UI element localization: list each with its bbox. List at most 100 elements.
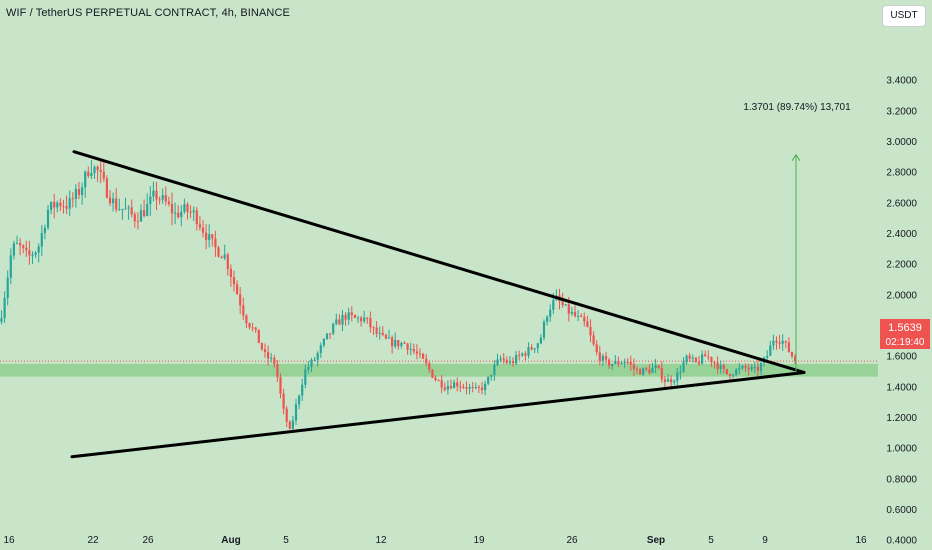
candle-body — [214, 238, 217, 248]
candle-body — [468, 387, 471, 389]
candle-body — [211, 234, 214, 239]
candle-body — [428, 363, 431, 370]
candle-body — [350, 312, 353, 316]
candle-body — [6, 277, 9, 298]
candle-body — [360, 317, 363, 322]
candle-body — [670, 379, 673, 383]
currency-button[interactable]: USDT — [882, 5, 926, 27]
candle-body — [127, 207, 130, 209]
candle-body — [46, 209, 50, 228]
candle-body — [186, 204, 189, 212]
candle-body — [254, 327, 257, 330]
candle-body — [735, 369, 738, 375]
candle-body — [87, 171, 90, 177]
price-tick-label: 3.4000 — [886, 76, 917, 87]
price-tick-label: 2.6000 — [886, 198, 917, 209]
price-tick-label: 2.2000 — [886, 260, 917, 271]
candle-body — [750, 366, 753, 370]
time-tick-label: 9 — [762, 535, 768, 546]
price-tick-label: 0.6000 — [886, 505, 917, 516]
price-tag: 1.5639 02:19:40 — [880, 319, 930, 349]
candle-body — [570, 311, 573, 314]
candle-body — [121, 208, 124, 210]
candle-body — [533, 348, 536, 350]
candle-body — [378, 332, 381, 334]
candle-body — [539, 337, 542, 344]
candle-body — [245, 315, 248, 324]
candle-body — [608, 359, 611, 366]
candle-body — [601, 355, 604, 361]
price-tick-label: 0.4000 — [886, 536, 917, 547]
candles-layer — [0, 158, 797, 433]
candle-body — [484, 383, 487, 391]
time-axis[interactable]: 16 22 26 Aug 5 12 19 26 Sep 5 9 16 — [3, 535, 867, 546]
candle-body — [301, 384, 304, 396]
candle-body — [722, 365, 725, 369]
candle-body — [567, 304, 570, 314]
candle-body — [177, 212, 180, 218]
candle-body — [666, 379, 670, 382]
candle-body — [291, 420, 294, 429]
candle-body — [9, 255, 12, 278]
candle-body — [366, 317, 369, 319]
candle-body — [701, 354, 704, 364]
lower-trendline — [70, 370, 806, 459]
candle-body — [679, 371, 682, 373]
candle-body — [663, 379, 666, 382]
candle-body — [794, 356, 797, 362]
candle-body — [84, 171, 87, 188]
candle-body — [298, 395, 301, 405]
candle-body — [756, 366, 759, 371]
candle-body — [657, 365, 660, 368]
candle-body — [164, 195, 167, 202]
candle-body — [43, 227, 46, 234]
price-tag-countdown: 02:19:40 — [886, 337, 925, 348]
candle-body — [341, 314, 344, 325]
candle-body — [118, 209, 121, 211]
candle-body — [685, 355, 688, 363]
candle-body — [598, 352, 601, 361]
candle-body — [112, 198, 115, 204]
candle-body — [577, 315, 580, 317]
candle-body — [453, 382, 456, 389]
candle-body — [642, 368, 645, 375]
candle-body — [394, 340, 397, 347]
candle-body — [391, 337, 394, 347]
candle-body — [595, 344, 598, 353]
candle-body — [372, 327, 375, 329]
candle-body — [716, 362, 719, 369]
candle-body — [96, 166, 99, 170]
candle-body — [775, 340, 778, 343]
candle-body — [90, 173, 93, 177]
candle-body — [766, 355, 769, 358]
candle-body — [149, 196, 152, 205]
candle-body — [586, 321, 589, 327]
candle-body — [71, 198, 74, 200]
price-tick-label: 2.4000 — [886, 229, 917, 240]
candle-body — [707, 356, 710, 358]
candle-body — [446, 386, 449, 390]
candle-body — [248, 323, 251, 328]
candle-body — [251, 327, 254, 329]
candle-body — [660, 367, 663, 380]
candle-body — [288, 421, 291, 429]
candle-body — [384, 334, 387, 339]
candle-body — [220, 256, 223, 259]
time-tick-label: Aug — [221, 535, 240, 546]
candle-body — [580, 315, 583, 317]
candle-body — [415, 351, 418, 354]
candle-body — [56, 202, 59, 208]
candle-body — [697, 361, 701, 364]
price-axis[interactable]: 3.4000 3.2000 3.0000 2.8000 2.6000 2.4000 2.20… — [886, 76, 917, 547]
candle-body — [270, 357, 273, 359]
candle-body — [19, 243, 22, 246]
trendlines-layer — [70, 150, 806, 459]
candle-body — [195, 210, 198, 225]
candle-body — [527, 347, 530, 356]
candle-body — [198, 224, 201, 228]
candle-body — [152, 190, 155, 197]
candle-body — [499, 358, 502, 360]
candle-body — [477, 387, 480, 389]
candle-body — [691, 357, 694, 359]
